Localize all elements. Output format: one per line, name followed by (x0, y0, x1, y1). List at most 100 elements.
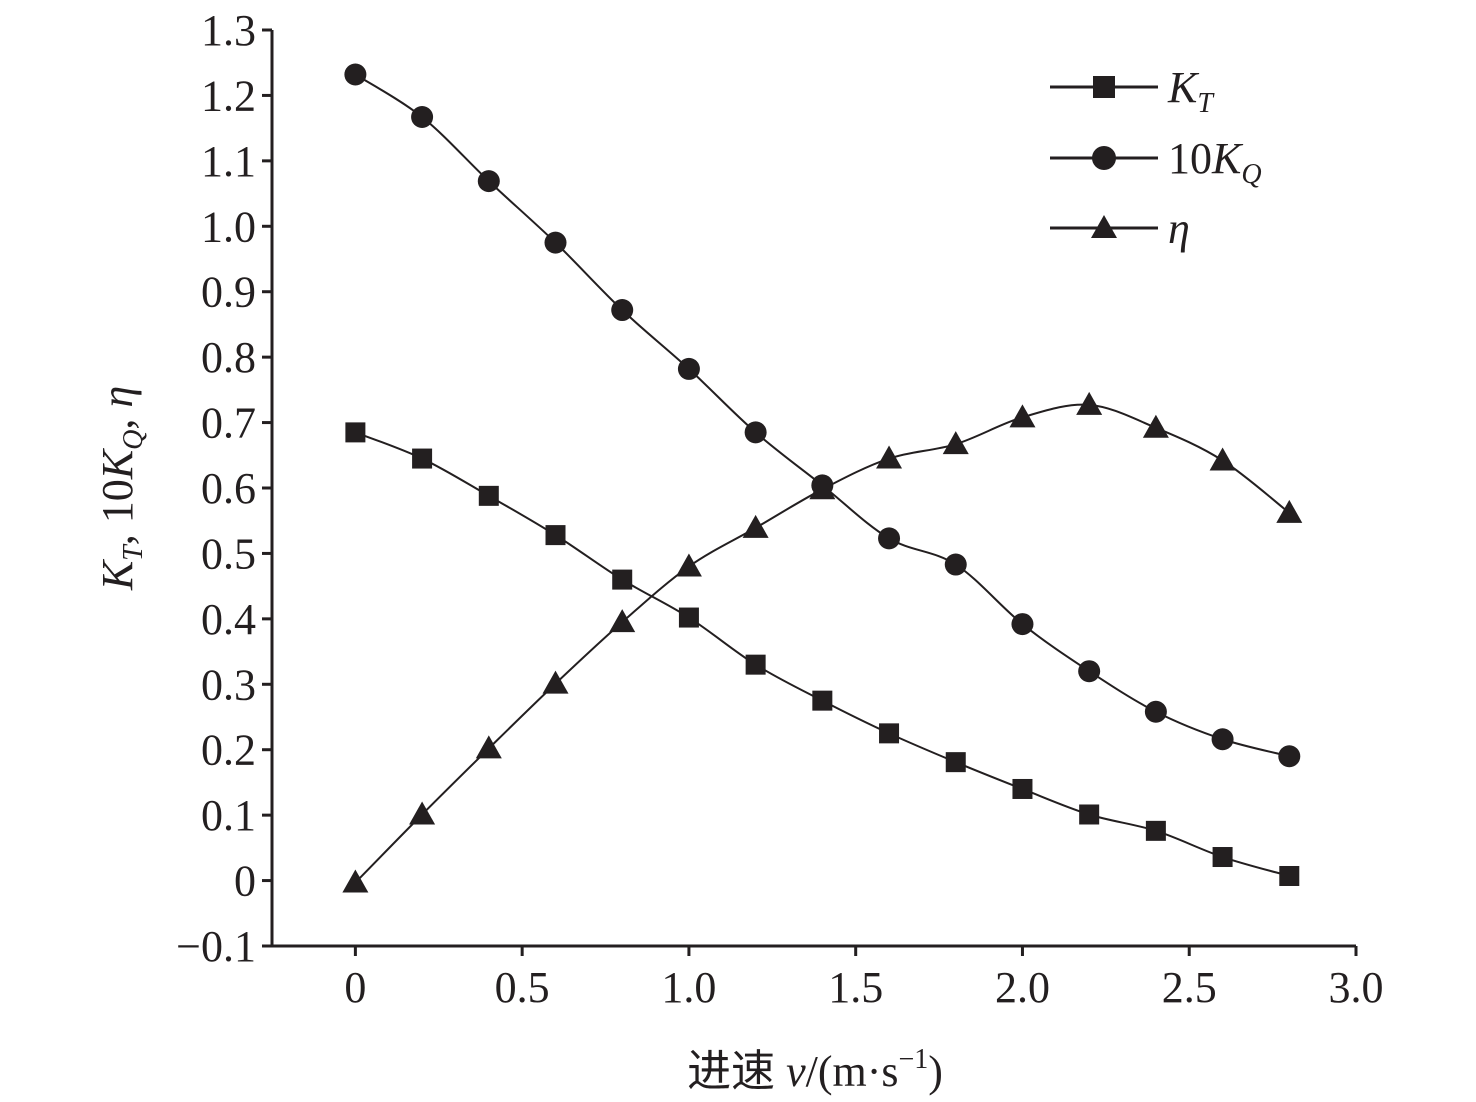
y-axis-title-kq-sub: Q (118, 430, 149, 450)
x-axis-title-unit: /(m·s (806, 1047, 899, 1096)
y-tick-label: 0.6 (201, 464, 256, 513)
x-tick-label: 0.5 (495, 963, 550, 1012)
legend-kq-sub: Q (1241, 159, 1261, 190)
legend-label-kt: KT (1167, 63, 1215, 119)
x-tick-label: 2.5 (1162, 963, 1217, 1012)
y-axis-title-kt: K (93, 558, 142, 591)
data-point-kq (1011, 613, 1034, 636)
data-point-kt (879, 723, 900, 744)
data-point-kq (1144, 700, 1167, 723)
data-point-kq (544, 231, 567, 254)
x-axis-title-var: v (786, 1047, 806, 1096)
data-point-eta (809, 476, 836, 500)
y-tick-label: 0.5 (201, 529, 256, 578)
legend: KT 10KQ η (1050, 63, 1262, 253)
x-tick-label: 2.0 (995, 963, 1050, 1012)
x-tick-label: 3.0 (1329, 963, 1384, 1012)
y-tick-label: 0.4 (201, 595, 256, 644)
x-axis-title-exp: −1 (898, 1044, 928, 1075)
y-axis-title-sep1: , 10 (93, 479, 142, 545)
legend-kq-main: K (1211, 134, 1244, 183)
y-tick-label: 1.0 (201, 202, 256, 251)
legend-item-kq: 10KQ (1050, 134, 1262, 190)
data-point-kq (677, 357, 700, 380)
data-point-eta (1142, 414, 1169, 438)
y-axis-title-kq: K (93, 447, 142, 480)
data-point-kq (1211, 728, 1234, 751)
data-point-kq (611, 299, 634, 322)
data-point-kq (744, 421, 767, 444)
y-tick-label: 1.3 (201, 6, 256, 55)
data-point-kt (945, 752, 966, 773)
data-point-kt (812, 690, 833, 711)
y-tick-label: 1.2 (201, 71, 256, 120)
data-point-kq (944, 553, 967, 576)
data-point-eta (1209, 447, 1236, 471)
data-point-kt (1079, 804, 1100, 825)
y-tick-label: 1.1 (201, 137, 256, 186)
y-tick-label: 0.7 (201, 399, 256, 448)
legend-item-kt: KT (1050, 63, 1215, 119)
y-axis-title-sep2: , (93, 408, 142, 430)
y-tick-label: 0.1 (201, 791, 256, 840)
data-point-kt (612, 569, 633, 590)
data-point-eta (409, 801, 436, 825)
data-point-eta (1009, 404, 1036, 428)
y-tick-label: 0.3 (201, 660, 256, 709)
x-tick-label: 0 (344, 963, 366, 1012)
y-tick-label: 0.9 (201, 268, 256, 317)
data-point-eta (1076, 391, 1103, 415)
legend-kt-sub: T (1197, 88, 1215, 119)
data-point-kt (478, 485, 499, 506)
data-point-kt (1012, 778, 1033, 799)
data-point-kt (678, 607, 699, 628)
data-point-kt (545, 525, 566, 546)
series-markers (342, 63, 1303, 893)
data-point-kt (1145, 820, 1166, 841)
legend-label-eta: η (1168, 204, 1190, 253)
data-point-kq (411, 106, 434, 129)
x-tick-label: 1.5 (828, 963, 883, 1012)
data-point-kq (1278, 745, 1301, 768)
y-axis-title-eta: η (93, 386, 142, 408)
legend-item-eta: η (1050, 204, 1190, 253)
legend-kq-prefix: 10 (1168, 134, 1212, 183)
legend-kt-main: K (1167, 63, 1200, 112)
data-point-eta (742, 514, 769, 538)
legend-marker-triangle (1091, 215, 1117, 238)
data-point-eta (609, 609, 636, 633)
legend-eta-main: η (1168, 204, 1190, 253)
data-point-kt (745, 654, 766, 675)
y-tick-label: 0.8 (201, 333, 256, 382)
x-axis-ticks: 0 0.5 1.0 1.5 2.0 2.5 3.0 (344, 946, 1384, 1012)
y-axis-title: KT, 10KQ, η (93, 386, 149, 591)
legend-label-kq: 10KQ (1168, 134, 1262, 190)
y-axis-title-kt-sub: T (118, 543, 149, 561)
data-point-kt (412, 448, 433, 469)
data-point-kq (344, 63, 367, 86)
data-point-kq (1078, 660, 1101, 683)
data-point-eta (675, 553, 702, 577)
data-point-kt (1279, 865, 1300, 886)
data-point-eta (342, 869, 369, 893)
data-point-kq (477, 170, 500, 193)
data-point-eta (1276, 499, 1303, 523)
x-axis-title-prefix: 进速 (687, 1047, 786, 1096)
data-point-kq (878, 527, 901, 550)
data-point-kt (345, 422, 366, 443)
data-point-eta (542, 670, 569, 694)
data-point-kt (1212, 847, 1233, 868)
data-point-eta (876, 445, 903, 469)
y-tick-label: 0 (234, 857, 256, 906)
x-tick-label: 1.0 (661, 963, 716, 1012)
y-tick-label: −0.1 (176, 922, 256, 971)
legend-marker-square (1093, 76, 1115, 98)
data-point-eta (475, 735, 502, 759)
data-point-eta (942, 431, 969, 455)
y-axis-ticks: −0.1 0 0.1 0.2 0.3 0.4 0.5 0.6 0.7 0.8 0.9 1.0 1.1 1.… (176, 6, 272, 971)
x-axis-title-close: ) (928, 1047, 943, 1096)
y-tick-label: 0.2 (201, 726, 256, 775)
legend-marker-circle (1092, 146, 1116, 170)
x-axis-title: 进速 v/(m·s−1) (687, 1044, 943, 1096)
